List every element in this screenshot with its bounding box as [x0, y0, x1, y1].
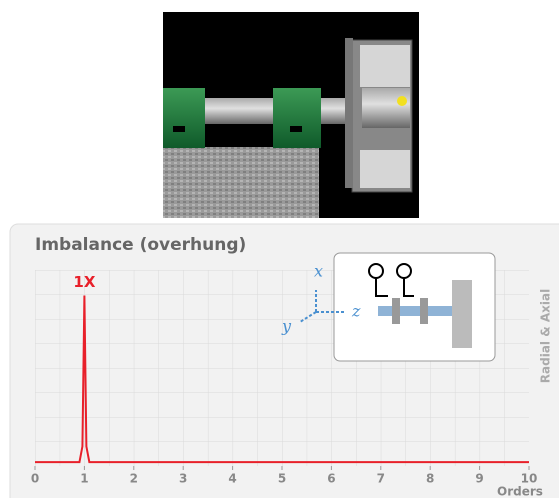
x-tick-label: 3: [179, 472, 187, 486]
x-axis-label: Orders: [497, 485, 543, 499]
chart-title: Imbalance (overhung): [35, 235, 246, 255]
screen: Imbalance (overhung) Orders Radial & Axi…: [0, 0, 559, 498]
axis-letter: y: [281, 317, 292, 336]
x-tick-label: 1: [80, 472, 88, 486]
x-tick-label: 8: [426, 472, 434, 486]
x-tick-label: 0: [31, 472, 39, 486]
x-tick-label: 4: [228, 472, 236, 486]
axis-letter: z: [351, 302, 361, 321]
x-tick-label: 9: [475, 472, 483, 486]
side-label: Radial & Axial: [539, 289, 553, 383]
x-tick-label: 10: [521, 472, 538, 486]
axis-letter: x: [314, 262, 323, 281]
peak-annotation: 1X: [73, 273, 95, 291]
x-tick-label: 7: [377, 472, 385, 486]
x-tick-label: 2: [130, 472, 138, 486]
x-tick-label: 5: [278, 472, 286, 486]
x-tick-label: 6: [327, 472, 335, 486]
machine-render: [163, 12, 419, 218]
